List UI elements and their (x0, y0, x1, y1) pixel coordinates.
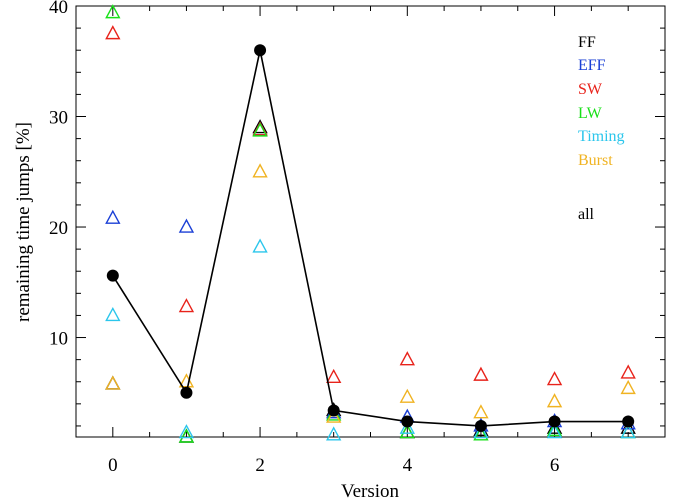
data-point (254, 44, 267, 57)
data-point (546, 424, 563, 439)
data-point (178, 428, 195, 443)
series-sw (105, 25, 636, 386)
data-point (326, 426, 342, 441)
data-point (327, 404, 340, 417)
data-point (252, 122, 268, 137)
data-point (473, 426, 489, 441)
x-tick-label: 6 (550, 455, 560, 476)
data-point (399, 424, 415, 439)
legend-label: all (578, 206, 595, 223)
y-tick-label: 20 (49, 218, 68, 239)
data-point (399, 419, 415, 434)
legend-label: LW (578, 105, 603, 122)
legend-label: SW (578, 81, 603, 98)
data-point (548, 415, 561, 428)
data-point (622, 415, 635, 428)
data-point (473, 366, 489, 381)
x-tick-label: 0 (108, 455, 118, 476)
data-point (178, 298, 195, 313)
series-all (106, 44, 635, 432)
x-axis-label: Version (341, 481, 400, 502)
series-burst (105, 163, 636, 423)
data-point (106, 269, 119, 282)
legend: FF EFF SW LW Timing Burst all (578, 34, 625, 223)
data-point (178, 424, 195, 439)
axis-tick-labels: 0 2 4 6 10 20 30 40 (49, 0, 559, 476)
data-point (546, 393, 563, 408)
plot-frame (75, 5, 666, 438)
data-point (620, 379, 636, 395)
y-tick-label: 30 (49, 108, 68, 129)
y-axis-label: remaining time jumps [%] (13, 122, 34, 322)
legend-label: Timing (578, 128, 625, 145)
data-point (399, 351, 415, 366)
data-point (105, 25, 121, 40)
data-point (620, 364, 636, 379)
data-point (105, 375, 121, 390)
series-timing (105, 238, 636, 441)
data-point (105, 209, 121, 224)
y-tick-label: 10 (49, 329, 68, 350)
data-point (180, 386, 193, 399)
x-tick-label: 4 (403, 455, 413, 476)
data-point (546, 421, 563, 437)
data-point (620, 419, 636, 434)
data-point (401, 415, 414, 428)
legend-label: EFF (578, 57, 606, 74)
data-point (474, 419, 487, 432)
data-point (252, 238, 268, 253)
data-point (105, 306, 121, 322)
axis-ticks (75, 5, 666, 437)
series-line (112, 50, 629, 427)
data-point (546, 371, 563, 386)
legend-label: Burst (578, 152, 613, 169)
data-point (105, 4, 121, 19)
data-point (473, 404, 489, 419)
data-point (252, 163, 268, 178)
data-point (252, 119, 268, 134)
legend-label: FF (578, 34, 596, 51)
data-point (326, 408, 342, 423)
data-point (473, 424, 489, 439)
data-point (399, 388, 415, 403)
y-tick-label: 40 (49, 0, 68, 18)
data-point (105, 375, 121, 390)
series-layer (105, 4, 636, 443)
data-point (326, 368, 342, 384)
x-tick-label: 2 (255, 455, 265, 476)
data-point (178, 218, 195, 233)
data-point (620, 424, 636, 439)
